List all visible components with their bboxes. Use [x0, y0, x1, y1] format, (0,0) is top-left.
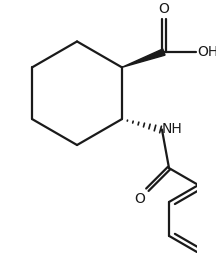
Text: O: O: [159, 2, 169, 16]
Polygon shape: [122, 49, 165, 67]
Text: NH: NH: [162, 122, 183, 136]
Text: OH: OH: [197, 45, 216, 59]
Text: O: O: [135, 192, 146, 205]
